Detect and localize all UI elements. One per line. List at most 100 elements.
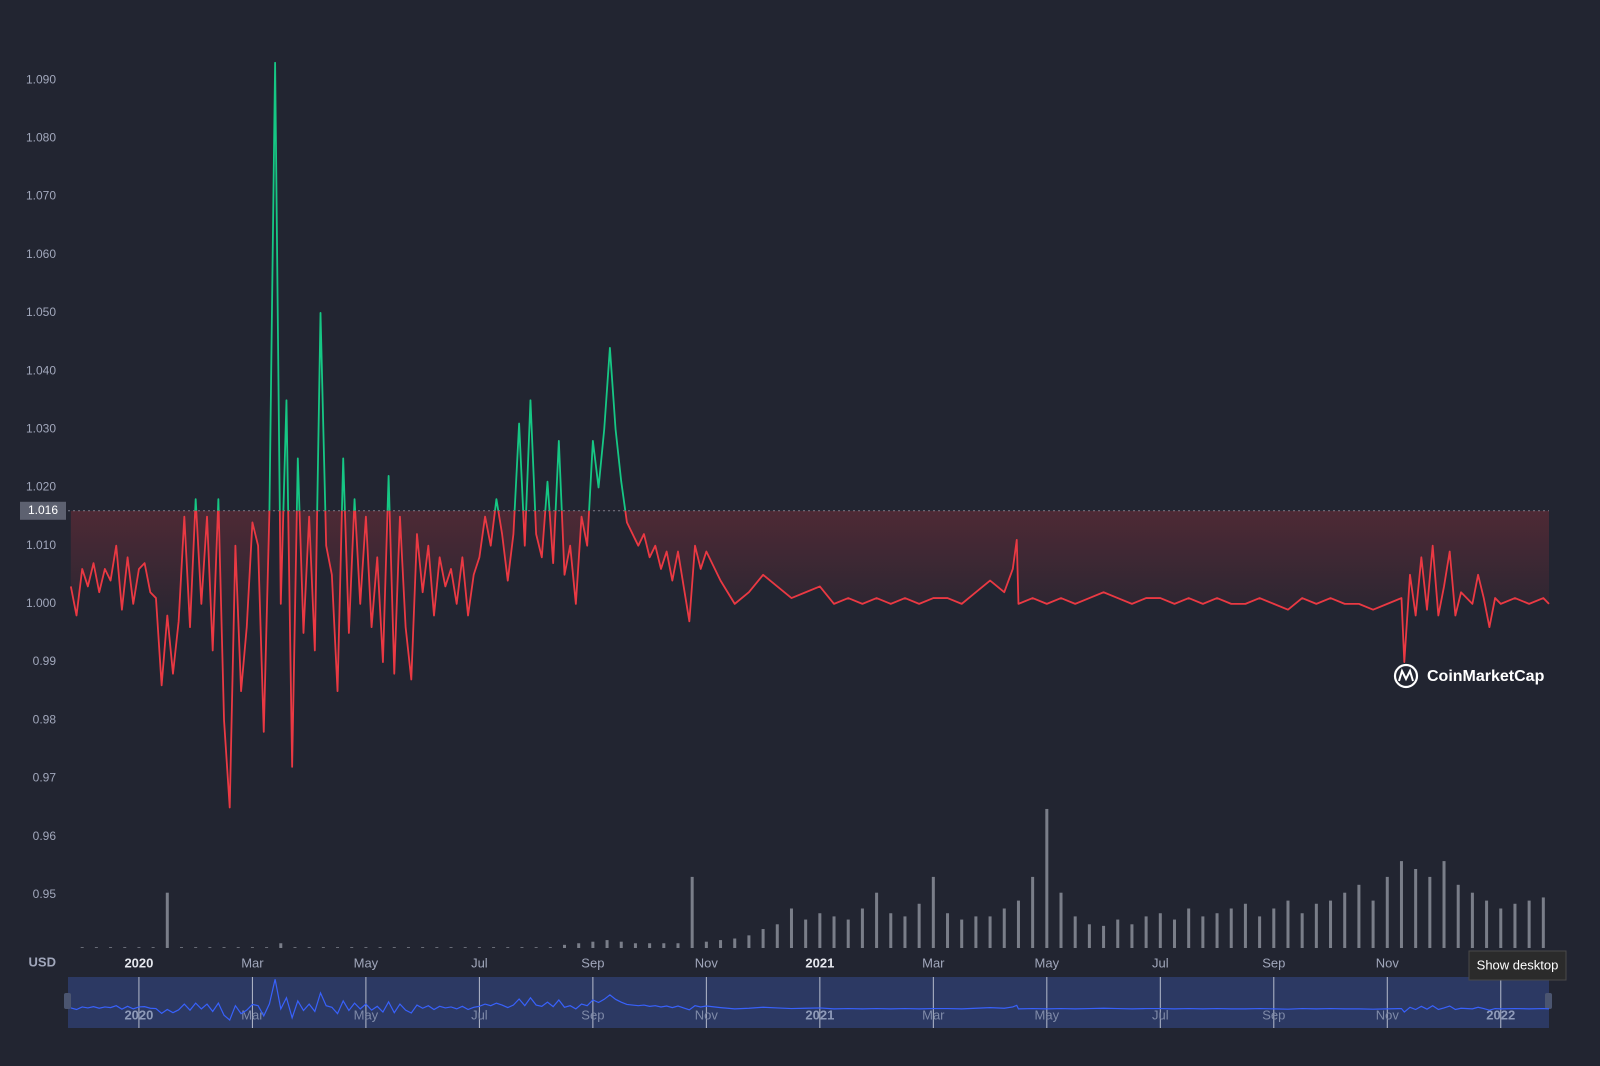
volume-bar (1187, 908, 1191, 948)
y-tick-label: 1.010 (26, 538, 56, 552)
volume-bar (619, 941, 623, 948)
volume-bar (109, 947, 113, 948)
volume-bar (577, 943, 581, 948)
volume-bar (222, 947, 226, 948)
volume-bar (137, 947, 141, 948)
x-tick-label: Mar (922, 955, 945, 970)
volume-bar (421, 947, 425, 948)
navigator-tick-label: Sep (581, 1007, 604, 1022)
volume-bar (392, 947, 396, 948)
volume-bar (1314, 903, 1318, 948)
volume-bar (1116, 919, 1120, 948)
volume-bar (747, 935, 751, 948)
volume-bar (477, 947, 481, 948)
price-line-up (194, 61, 627, 511)
x-tick-label: May (1035, 955, 1060, 970)
volume-bar (1414, 869, 1418, 948)
navigator-tick-label: Mar (922, 1007, 945, 1022)
tooltip-text: Show desktop (1477, 957, 1559, 972)
volume-bar (1215, 913, 1219, 948)
y-tick-label: 1.020 (26, 480, 56, 494)
y-tick-label: 1.060 (26, 247, 56, 261)
volume-bar (1158, 913, 1162, 948)
y-tick-label: 0.95 (33, 887, 57, 901)
navigator-line (70, 979, 1550, 1022)
currency-label: USD (29, 954, 56, 969)
volume-bar (591, 941, 595, 948)
volume-bar (1172, 919, 1176, 948)
volume-bar (279, 943, 283, 948)
volume-bar (1343, 892, 1347, 948)
volume-bar (1073, 916, 1077, 948)
volume-bar (1527, 900, 1531, 948)
navigator-tick-label: 2020 (124, 1007, 153, 1022)
volume-bar (1371, 900, 1375, 948)
volume-bar (1144, 916, 1148, 948)
watermark: CoinMarketCap (1393, 663, 1545, 689)
volume-bar (520, 947, 524, 948)
volume-bar (1130, 924, 1134, 948)
price-layer (68, 61, 1550, 809)
volume-bar (1499, 908, 1503, 948)
x-tick-label: Sep (581, 955, 604, 970)
volume-bar (406, 947, 410, 948)
reference-tag (20, 501, 66, 520)
volume-bar (1300, 913, 1304, 948)
volume-bar (633, 943, 637, 948)
y-tick-label: 1.040 (26, 363, 56, 377)
volume-bar (123, 947, 127, 948)
navigator-window[interactable] (68, 977, 1549, 1028)
volume-bar (321, 947, 325, 948)
volume-bar (435, 947, 439, 948)
volume-bar (860, 908, 864, 948)
volume-bar (293, 947, 297, 948)
volume-bar (1031, 876, 1035, 948)
x-tick-label: Sep (1262, 955, 1285, 970)
volume-bar (931, 876, 935, 948)
navigator-tick-label: Jul (471, 1007, 488, 1022)
volume-bar (761, 929, 765, 948)
volume-bar (449, 947, 453, 948)
volume-bar (1442, 861, 1446, 948)
volume-layer (80, 808, 1545, 948)
navigator-handle-left[interactable] (64, 993, 71, 1009)
volume-bar (194, 947, 198, 948)
volume-bar (534, 947, 538, 948)
volume-bar (350, 947, 354, 948)
volume-bar (818, 913, 822, 948)
volume-bar (165, 892, 169, 948)
volume-bar (364, 947, 368, 948)
volume-bar (704, 941, 708, 948)
price-line-down (69, 510, 1550, 809)
navigator-tick-label: May (354, 1007, 379, 1022)
x-tick-label: Nov (695, 955, 719, 970)
volume-bar (1541, 897, 1545, 948)
volume-bar (1485, 900, 1489, 948)
navigator-tick-label: Sep (1262, 1007, 1285, 1022)
y-tick-label: 1.090 (26, 72, 56, 86)
volume-bar (719, 940, 723, 948)
navigator-tick-label: Mar (241, 1007, 264, 1022)
volume-bar (648, 943, 652, 948)
volume-bar (463, 947, 467, 948)
watermark-text: CoinMarketCap (1427, 668, 1545, 685)
volume-bar (1243, 903, 1247, 948)
axes-layer: 1.090 1.080 1.070 1.060 1.050 1.040 1.030 1.020… (20, 72, 1399, 970)
navigator-handle-right[interactable] (1545, 993, 1552, 1009)
x-tick-label: Jul (471, 955, 488, 970)
y-tick-label: 1.070 (26, 189, 56, 203)
volume-bar (676, 943, 680, 948)
navigator-tick-label: Nov (695, 1007, 719, 1022)
x-tick-label: 2021 (805, 955, 834, 970)
volume-bar (548, 947, 552, 948)
volume-bar (265, 947, 269, 948)
volume-bar (903, 916, 907, 948)
volume-bar (775, 924, 779, 948)
volume-bar (563, 944, 567, 948)
navigator-tick-label: 2021 (805, 1007, 834, 1022)
volume-bar (1513, 903, 1517, 948)
volume-bar (1229, 908, 1233, 948)
volume-bar (846, 919, 850, 948)
volume-bar (974, 916, 978, 948)
volume-bar (889, 913, 893, 948)
